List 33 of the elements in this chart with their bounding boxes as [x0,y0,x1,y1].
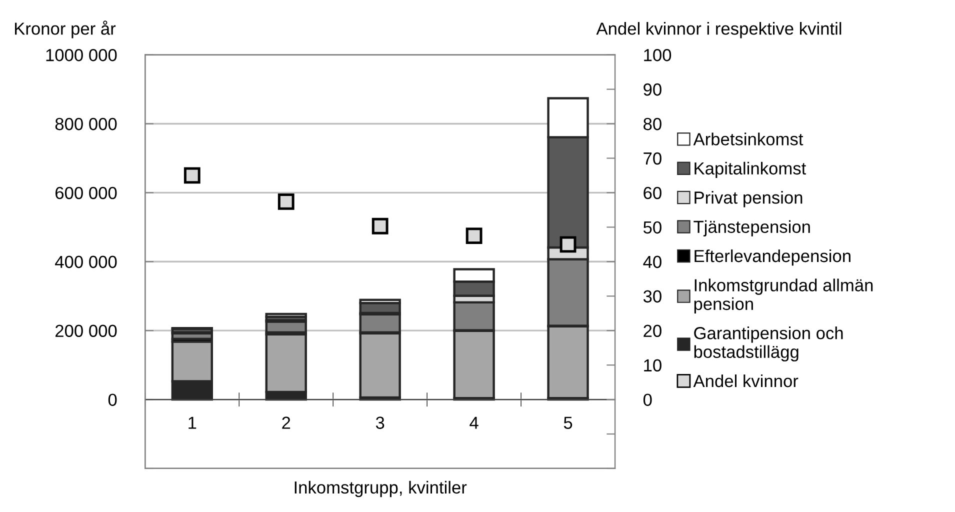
x-tick-label: 1 [188,416,196,429]
y2-tick-label: 10 [644,359,662,372]
y2-tick-label: 40 [643,256,662,268]
legend-label: Tjänstepension [694,220,810,236]
y-tick-label: 200 000 [56,324,117,338]
y-tick-label: 400 000 [55,256,117,268]
y-tick-label: 600 000 [56,186,117,200]
legend-label: Garantipension och bostadstillägg [694,326,843,362]
y2-tick-label: 30 [643,290,662,303]
y2-tick-label: 90 [644,83,662,96]
y-axis-title: Kronor per år [15,20,116,38]
x-tick-label: 5 [564,416,572,429]
y2-tick-label: 50 [643,221,662,234]
legend-label: Efterlevandepension [694,249,850,266]
x-tick-label: 3 [376,416,384,429]
y2-tick-label: 20 [644,324,662,338]
legend-label: Kapitalinkomst [694,162,806,178]
y-tick-label: 0 [108,394,117,406]
x-tick-label: 4 [470,416,478,429]
legend-label: Arbetsinkomst [693,132,804,146]
y2-tick-label: 80 [644,118,662,130]
y2-tick-label: 100 [644,48,672,62]
legend-label: Privat pension [694,191,802,208]
legend-label: Inkomstgrundad allmän pension [694,278,873,314]
x-axis-title: Inkomstgrupp, kvintiler [294,480,467,498]
x-tick-label: 2 [282,416,290,429]
y2-tick-label: 0 [643,394,652,406]
legend-label: Andel kvinnor [693,374,798,388]
y-tick-label: 800 000 [55,118,117,130]
y2-axis-title: Andel kvinnor i respektive kvintil [596,22,842,38]
y2-tick-label: 60 [644,186,662,200]
y2-tick-label: 70 [644,152,662,165]
y-tick-label: 1000 000 [46,48,117,62]
